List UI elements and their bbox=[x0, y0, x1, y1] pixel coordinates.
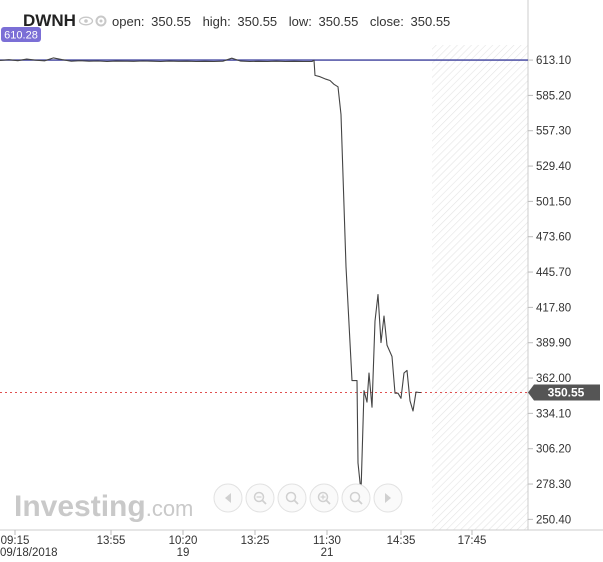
y-axis-ticks: 613.10 585.20 557.30 529.40 501.50 473.60 445.… bbox=[528, 55, 571, 526]
current-price-value: 350.55 bbox=[548, 386, 585, 400]
reference-badge: 610.28 bbox=[1, 27, 41, 42]
watermark-brand: Investing bbox=[14, 490, 146, 523]
x-tick-label: 14:35 bbox=[387, 535, 416, 547]
y-tick-label: 445.70 bbox=[536, 267, 571, 279]
close-label: close: bbox=[370, 14, 404, 29]
eye-icon[interactable] bbox=[78, 16, 94, 26]
y-tick-label: 557.30 bbox=[536, 126, 571, 138]
x-tick-label: 13:55 bbox=[97, 535, 126, 547]
y-tick-label: 613.10 bbox=[536, 55, 571, 67]
chart-toolbar bbox=[213, 483, 403, 513]
svg-text:Investing.com: Investing.com bbox=[14, 490, 193, 523]
investing-watermark: Investing.com bbox=[14, 490, 193, 523]
x-tick-sublabel: 09/18/2018 bbox=[0, 547, 58, 559]
gear-icon[interactable] bbox=[95, 15, 107, 27]
low-label: low: bbox=[289, 14, 312, 29]
x-tick-label: 11:30 bbox=[313, 535, 341, 547]
watermark-suffix: .com bbox=[146, 496, 194, 521]
y-tick-label: 278.30 bbox=[536, 479, 571, 491]
reference-badge-value: 610.28 bbox=[4, 30, 38, 42]
open-label: open: bbox=[112, 14, 145, 29]
y-tick-label: 362.00 bbox=[536, 373, 571, 385]
zoom-out-icon[interactable] bbox=[245, 483, 275, 513]
open-value: 350.55 bbox=[151, 14, 191, 29]
y-tick-label: 585.20 bbox=[536, 90, 571, 102]
scroll-left-icon[interactable] bbox=[213, 483, 243, 513]
x-tick-sublabel: 19 bbox=[177, 547, 190, 559]
scroll-right-icon[interactable] bbox=[373, 483, 403, 513]
x-tick-label: 10:20 bbox=[169, 535, 198, 547]
high-value: 350.55 bbox=[237, 14, 277, 29]
x-tick-label: 13:25 bbox=[241, 535, 270, 547]
x-tick-label: 09:15 bbox=[1, 535, 30, 547]
close-value: 350.55 bbox=[411, 14, 451, 29]
svg-text:open: 350.55 h: open: 350.55 high: 350.55 low: 350.55 cl… bbox=[112, 14, 450, 29]
y-tick-label: 389.90 bbox=[536, 338, 571, 350]
y-tick-label: 250.40 bbox=[536, 514, 571, 526]
y-tick-label: 334.10 bbox=[536, 408, 571, 420]
y-tick-label: 501.50 bbox=[536, 196, 571, 208]
zoom-in-icon[interactable] bbox=[309, 483, 339, 513]
high-label: high: bbox=[203, 14, 231, 29]
chart-header: DWNH open: 350.55 high: 350.55 low: 350.… bbox=[23, 11, 450, 30]
y-tick-label: 417.80 bbox=[536, 302, 571, 314]
current-price-badge: 350.55 bbox=[528, 384, 600, 401]
symbol-title: DWNH bbox=[23, 11, 76, 30]
x-tick-label: 17:45 bbox=[458, 535, 487, 547]
y-tick-label: 473.60 bbox=[536, 232, 571, 244]
y-tick-label: 306.20 bbox=[536, 444, 571, 456]
y-tick-label: 529.40 bbox=[536, 161, 571, 173]
reset-icon[interactable] bbox=[341, 483, 371, 513]
zoom-reset-icon[interactable] bbox=[277, 483, 307, 513]
low-value: 350.55 bbox=[319, 14, 359, 29]
x-tick-sublabel: 21 bbox=[321, 547, 334, 559]
price-series-line bbox=[0, 57, 421, 493]
future-region bbox=[432, 45, 528, 530]
